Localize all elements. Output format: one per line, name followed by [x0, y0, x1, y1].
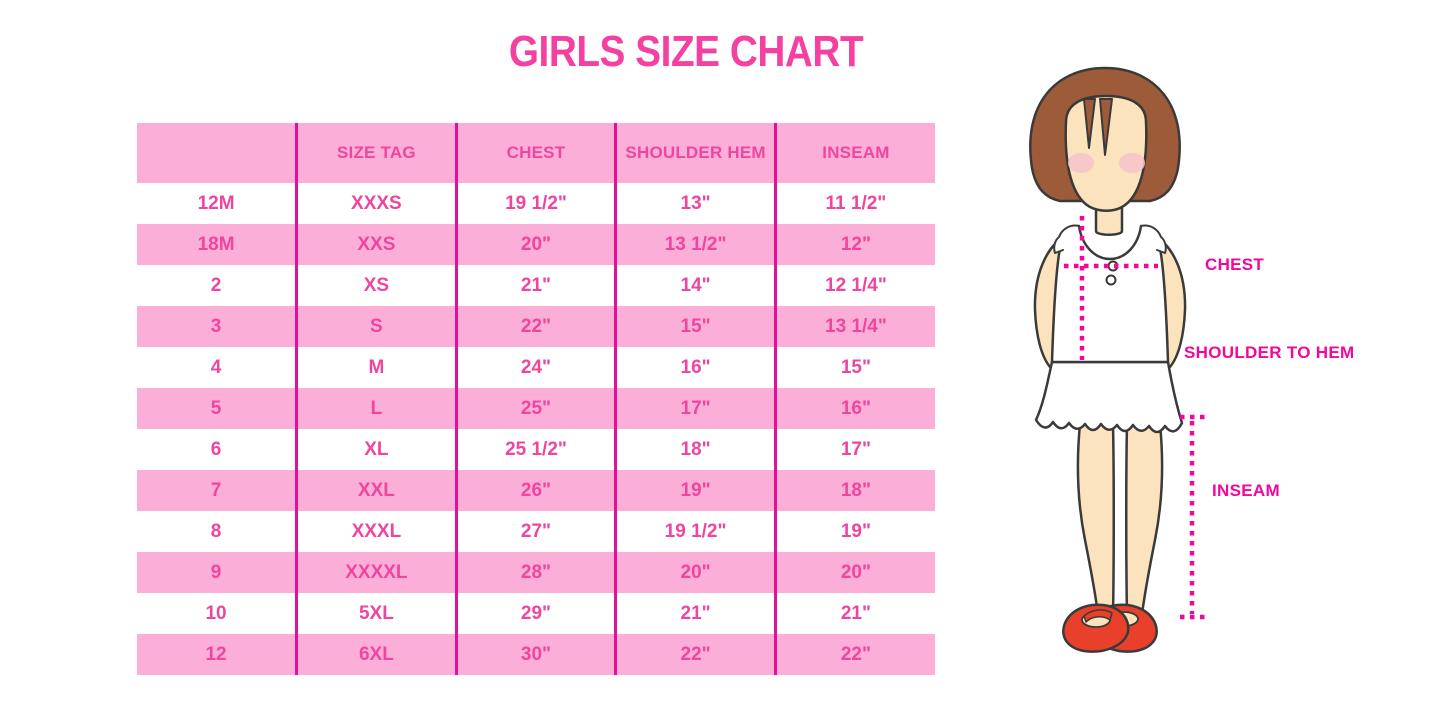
table-cell: XXXS: [295, 183, 457, 224]
table-cell: 16": [614, 347, 776, 388]
table-cell: 18": [614, 429, 776, 470]
table-cell: 13": [614, 183, 776, 224]
column-header-shoulder-hem: SHOULDER HEM: [614, 123, 776, 183]
table-cell: 22": [454, 306, 616, 347]
table-cell: 22": [614, 634, 776, 675]
table-cell: 16": [773, 388, 935, 429]
table-cell: 10: [137, 593, 297, 634]
table-cell: XXL: [295, 470, 457, 511]
table-row: 18M XXS 20" 13 1/2" 12": [137, 224, 935, 265]
page-title: GIRLS SIZE CHART: [508, 27, 864, 76]
column-header-inseam: INSEAM: [773, 123, 935, 183]
girl-top-bodice: [1050, 224, 1170, 364]
table-cell: 12: [137, 634, 297, 675]
table-row: 6 XL 25 1/2" 18" 17": [137, 429, 935, 470]
table-cell: 24": [454, 347, 616, 388]
table-cell: XXS: [295, 224, 457, 265]
column-header-size-tag: SIZE TAG: [295, 123, 457, 183]
table-row: 12 6XL 30" 22" 22": [137, 634, 935, 675]
table-row: 3 S 22" 15" 13 1/4": [137, 306, 935, 347]
table-cell: 25 1/2": [454, 429, 616, 470]
table-cell: 22": [773, 634, 935, 675]
table-row: 4 M 24" 16" 15": [137, 347, 935, 388]
table-cell: 5XL: [295, 593, 457, 634]
table-cell: 19": [614, 470, 776, 511]
shoulder-to-hem-label: SHOULDER TO HEM: [1184, 343, 1355, 362]
table-cell: XXXXL: [295, 552, 457, 593]
table-cell: 5: [137, 388, 297, 429]
girl-leg-left: [1076, 422, 1115, 619]
table-cell: XS: [295, 265, 457, 306]
girl-bang-strand-left: [1083, 98, 1096, 149]
girl-leg-right: [1125, 422, 1164, 619]
girl-shoe-left: [1062, 603, 1130, 653]
table-cell: 28": [454, 552, 616, 593]
table-cell: M: [295, 347, 457, 388]
table-row: 2 XS 21" 14" 12 1/4": [137, 265, 935, 306]
table-cell: 7: [137, 470, 297, 511]
girl-bang-strand-right: [1099, 98, 1113, 156]
table-row: 9 XXXXL 28" 20" 20": [137, 552, 935, 593]
girl-shoulder-ruffle-right: [1140, 224, 1167, 254]
table-cell: 18": [773, 470, 935, 511]
table-cell: 4: [137, 347, 297, 388]
girl-shoulder-ruffle-left: [1053, 224, 1080, 254]
table-cell: 14": [614, 265, 776, 306]
table-cell: 12M: [137, 183, 297, 224]
table-cell: 30": [454, 634, 616, 675]
chest-label: CHEST: [1205, 255, 1265, 274]
table-cell: 9: [137, 552, 297, 593]
table-cell: 25": [454, 388, 616, 429]
table-cell: 12": [773, 224, 935, 265]
table-cell: 20": [614, 552, 776, 593]
table-cell: 21": [614, 593, 776, 634]
table-cell: 20": [454, 224, 616, 265]
table-cell: 20": [773, 552, 935, 593]
table-cell: 3: [137, 306, 297, 347]
table-cell: 19 1/2": [454, 183, 616, 224]
table-cell: 13 1/4": [773, 306, 935, 347]
table-cell: 12 1/4": [773, 265, 935, 306]
table-cell: 17": [614, 388, 776, 429]
table-cell: XXXL: [295, 511, 457, 552]
girl-blush-left: [1068, 153, 1094, 173]
table-cell: 6: [137, 429, 297, 470]
table-cell: 15": [773, 347, 935, 388]
table-cell: L: [295, 388, 457, 429]
table-cell: 13 1/2": [614, 224, 776, 265]
table-cell: 6XL: [295, 634, 457, 675]
table-cell: 18M: [137, 224, 297, 265]
inseam-label: INSEAM: [1212, 481, 1280, 500]
table-cell: 2: [137, 265, 297, 306]
girl-top-button-2: [1105, 274, 1117, 286]
table-cell: 26": [454, 470, 616, 511]
table-row: 12M XXXS 19 1/2" 13" 11 1/2": [137, 183, 935, 224]
table-cell: 11 1/2": [773, 183, 935, 224]
table-cell: 27": [454, 511, 616, 552]
table-cell: 8: [137, 511, 297, 552]
table-cell: 29": [454, 593, 616, 634]
girl-blush-right: [1119, 153, 1145, 173]
table-cell: 21": [454, 265, 616, 306]
girl-figure-illustration: [1029, 66, 1205, 653]
table-header-row: SIZE TAG CHEST SHOULDER HEM INSEAM: [137, 123, 935, 183]
column-header-chest: CHEST: [454, 123, 616, 183]
table-cell: XL: [295, 429, 457, 470]
table-cell: 19": [773, 511, 935, 552]
table-cell: 17": [773, 429, 935, 470]
table-cell: 15": [614, 306, 776, 347]
size-chart-table: SIZE TAG CHEST SHOULDER HEM INSEAM 12M X…: [137, 123, 935, 675]
table-row: 5 L 25" 17" 16": [137, 388, 935, 429]
table-row: 10 5XL 29" 21" 21": [137, 593, 935, 634]
table-row: 8 XXXL 27" 19 1/2" 19": [137, 511, 935, 552]
table-cell: S: [295, 306, 457, 347]
column-header-size: [137, 123, 297, 183]
size-table-container: SIZE TAG CHEST SHOULDER HEM INSEAM 12M X…: [137, 123, 935, 675]
girl-skirt: [1034, 360, 1184, 434]
table-cell: 19 1/2": [614, 511, 776, 552]
table-cell: 21": [773, 593, 935, 634]
girl-shoe-left-strap: [1083, 609, 1113, 623]
table-row: 7 XXL 26" 19" 18": [137, 470, 935, 511]
